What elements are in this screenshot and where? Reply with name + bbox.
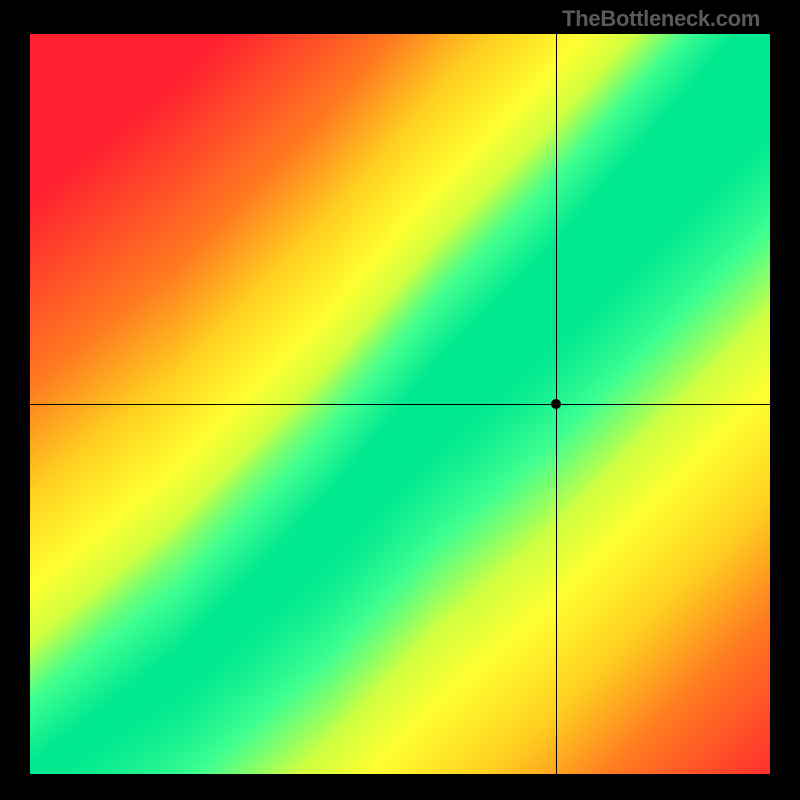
- heatmap-plot: [30, 34, 770, 774]
- watermark-text: TheBottleneck.com: [562, 6, 760, 32]
- heatmap-canvas: [30, 34, 770, 774]
